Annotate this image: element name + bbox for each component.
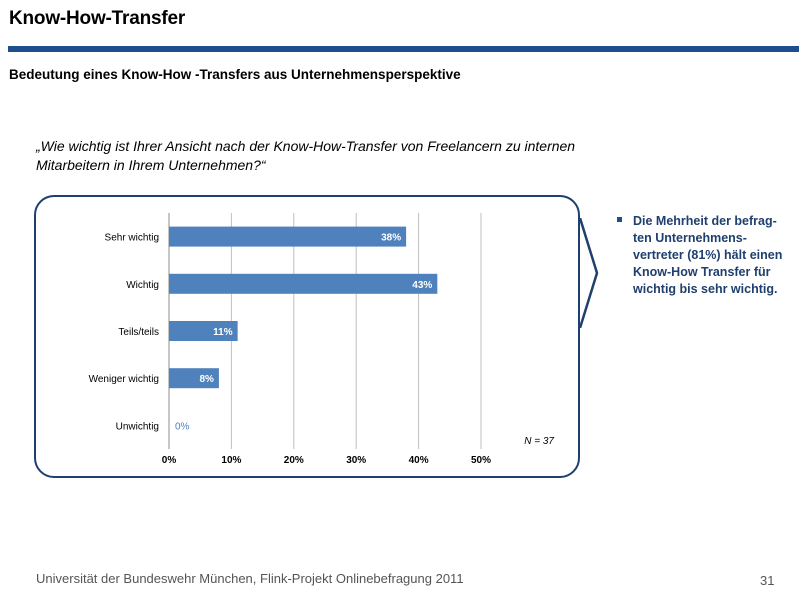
value-label: 0% bbox=[175, 421, 190, 432]
value-label: 38% bbox=[381, 233, 401, 244]
page-number: 31 bbox=[760, 573, 775, 588]
x-tick-label: 40% bbox=[409, 455, 429, 466]
value-label: 11% bbox=[213, 327, 233, 338]
x-tick-label: 50% bbox=[471, 455, 491, 466]
category-label: Unwichtig bbox=[116, 421, 159, 432]
slide-title: Know-How-Transfer bbox=[9, 8, 186, 29]
bar-3 bbox=[169, 368, 219, 389]
category-label: Teils/teils bbox=[118, 327, 159, 338]
footer-text: Universität der Bundeswehr München, Flin… bbox=[36, 571, 464, 586]
x-tick-label: 10% bbox=[221, 455, 241, 466]
sample-size-annotation: N = 37 bbox=[524, 436, 554, 447]
bullet-square-icon bbox=[617, 217, 622, 222]
survey-question: „Wie wichtig ist Ihrer Ansicht nach der … bbox=[36, 138, 576, 173]
value-label: 8% bbox=[199, 374, 214, 385]
bar-2 bbox=[169, 321, 238, 341]
bar-0 bbox=[169, 226, 407, 247]
bar-1 bbox=[169, 273, 438, 294]
slide-subtitle: Bedeutung eines Know-How -Transfers aus … bbox=[9, 67, 461, 82]
callout-arrow-icon bbox=[580, 218, 599, 328]
category-label: Wichtig bbox=[126, 280, 159, 291]
category-label: Weniger wichtig bbox=[89, 374, 159, 385]
title-divider bbox=[8, 46, 799, 52]
x-tick-label: 0% bbox=[162, 455, 177, 466]
x-tick-label: 20% bbox=[284, 455, 304, 466]
value-label: 43% bbox=[412, 280, 432, 291]
category-label: Sehr wichtig bbox=[105, 233, 159, 244]
x-tick-label: 30% bbox=[346, 455, 366, 466]
summary-bullet: Die Mehrheit der befrag-ten Unternehmens… bbox=[617, 213, 792, 298]
summary-text: Die Mehrheit der befrag-ten Unternehmens… bbox=[633, 214, 783, 296]
bar-chart: 0% 10% 20% 30% 40% 50% Sehr wichtig 38% Wichtig 4… bbox=[89, 213, 554, 466]
